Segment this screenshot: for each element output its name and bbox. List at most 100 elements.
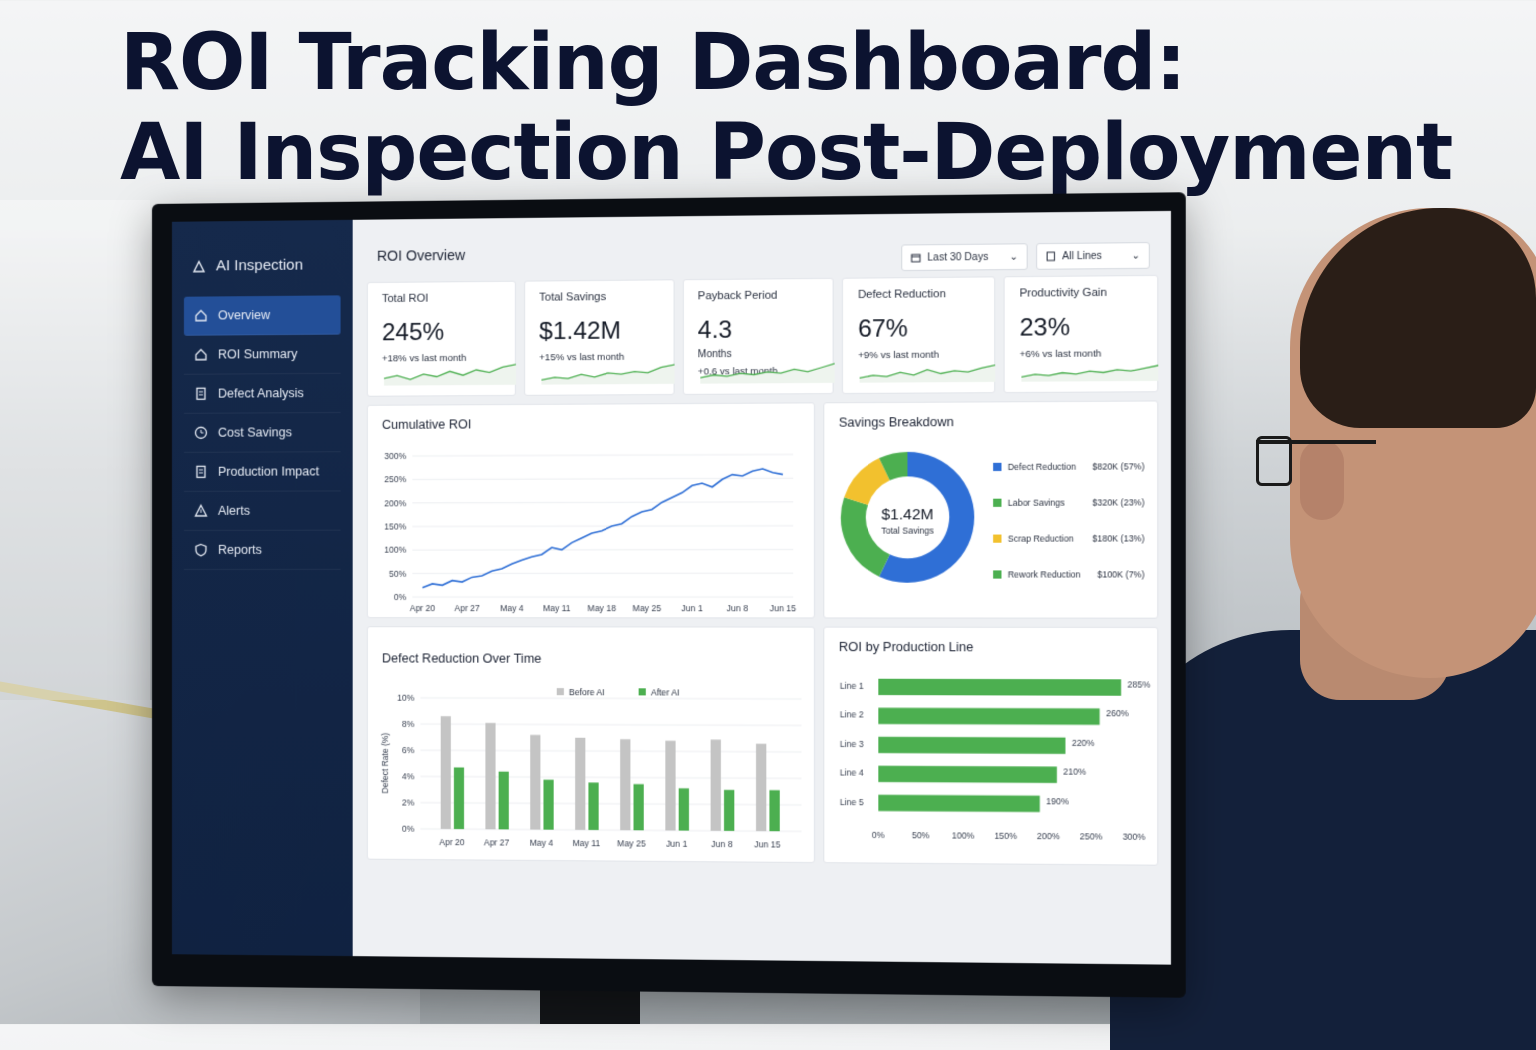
sidebar-item-label: Overview [218,308,270,322]
home-icon [194,348,208,362]
y-tick-label: 4% [402,771,415,781]
y-tick-label: 150% [384,521,406,531]
x-tick-label: May 11 [543,603,571,613]
bar-before-ai[interactable] [756,744,766,831]
bar-before-ai[interactable] [530,735,540,830]
legend-amount: $320K (23%) [1092,497,1144,507]
warning-icon [194,504,208,518]
legend-swatch [557,688,564,695]
legend-swatch [639,688,646,695]
kpi-card-total-savings[interactable]: Total Savings$1.42M+15% vs last month [524,279,674,396]
bar-before-ai[interactable] [665,741,675,831]
sidebar-item-alerts[interactable]: Alerts [184,491,341,531]
data-label: 260% [1106,708,1129,718]
x-tick-label: Apr 20 [439,837,465,847]
kpi-card-payback-period[interactable]: Payback Period4.3Months+0.6 vs last mont… [682,278,834,395]
kpi-card-defect-reduction[interactable]: Defect Reduction67%+9% vs last month [842,276,995,394]
sidebar-item-roi-summary[interactable]: ROI Summary [184,335,341,375]
bar-before-ai[interactable] [620,739,630,830]
bar-after-ai[interactable] [769,790,779,831]
legend-label: After AI [651,687,680,697]
bar-before-ai[interactable] [485,723,495,829]
chart-title: Savings Breakdown [839,415,954,430]
x-tick-label: Apr 27 [484,837,510,847]
kpi-card-total-roi[interactable]: Total ROI245%+18% vs last month [367,281,516,397]
hbar-line-1[interactable] [878,679,1121,696]
pie-slice-labor-savings[interactable] [853,501,884,565]
gridline [420,698,801,699]
gridline [420,829,801,832]
gridline [412,478,793,479]
date-range-dropdown[interactable]: Last 30 Days ⌄ [901,243,1027,271]
roi-by-line-chart: Line 1285%Line 2260%Line 3220%Line 4210%… [824,628,1157,865]
pie-slice-rework-reduction[interactable] [884,464,907,469]
gridline [412,454,793,456]
sidebar-item-cost-savings[interactable]: Cost Savings [184,413,341,453]
cumulative-roi-chart: 0%50%100%150%200%250%300%Apr 20Apr 27May… [368,403,814,617]
bar-before-ai[interactable] [575,738,585,830]
bar-after-ai[interactable] [588,783,598,830]
hbar-line-5[interactable] [878,795,1039,812]
hbar-line-2[interactable] [878,708,1099,725]
kpi-sparkline [1022,354,1159,382]
x-tick-label: May 4 [530,838,554,848]
y-tick-label: 2% [402,797,415,807]
sidebar-item-defect-analysis[interactable]: Defect Analysis [184,374,341,414]
bar-after-ai[interactable] [454,767,464,829]
headline-line-2: AI Inspection Post-Deployment [120,108,1452,198]
y-tick-label: 10% [397,693,415,703]
kpi-value: 4.3 [698,316,819,345]
bar-before-ai[interactable] [441,716,451,829]
brand[interactable]: AI Inspection [172,256,353,275]
gridline [412,502,793,503]
main-content: ROI Overview Last 30 Days ⌄ All Lines ⌄ … [353,211,1171,965]
y-tick-label: 0% [402,824,415,834]
bar-after-ai[interactable] [543,780,553,830]
bar-after-ai[interactable] [724,790,734,831]
bar-after-ai[interactable] [634,784,644,830]
donut-center-value: $1.42M [881,506,933,524]
x-tick-label: May 25 [617,838,646,848]
brand-name: AI Inspection [216,257,303,275]
y-tick-label: Line 4 [840,768,864,778]
donut-center-label: Total Savings [881,525,934,535]
sidebar-item-reports[interactable]: Reports [184,531,341,570]
bar-after-ai[interactable] [499,772,509,830]
sidebar: AI Inspection Overview ROI Summary Defect … [172,220,353,956]
bar-before-ai[interactable] [711,740,721,831]
document-icon [194,465,208,479]
sidebar-item-production-impact[interactable]: Production Impact [184,452,341,492]
gridline [420,776,801,778]
x-tick-label: 100% [952,830,975,840]
x-tick-label: 50% [912,830,930,840]
kpi-label: Payback Period [698,289,819,302]
line-filter-dropdown[interactable]: All Lines ⌄ [1036,242,1150,270]
kpi-value: 245% [382,318,500,347]
x-tick-label: 250% [1080,831,1103,841]
kpi-label: Total ROI [382,292,500,305]
x-tick-label: Jun 8 [711,839,733,849]
sidebar-item-overview[interactable]: Overview [184,295,341,335]
gridline [412,526,793,527]
kpi-sparkline [860,355,996,382]
kpi-value: 23% [1020,313,1143,343]
kpi-card-productivity-gain[interactable]: Productivity Gain23%+6% vs last month [1004,275,1158,393]
legend-label: Labor Savings [1008,497,1065,507]
hbar-line-3[interactable] [878,737,1065,754]
pie-slice-scrap-reduction[interactable] [856,469,884,501]
clock-icon [194,426,208,440]
y-tick-label: Line 3 [840,739,864,749]
x-tick-label: Jun 15 [770,603,797,613]
y-axis-label: Defect Rate (%) [380,733,390,794]
chevron-down-icon: ⌄ [1131,250,1140,261]
data-label: 190% [1046,796,1069,806]
sidebar-item-label: ROI Summary [218,347,297,362]
sidebar-item-label: Production Impact [218,464,319,478]
chart-title: Cumulative ROI [382,417,471,432]
kpi-value: 67% [858,314,980,344]
hbar-line-4[interactable] [878,766,1057,783]
document-icon [194,387,208,401]
person-ear [1300,440,1344,520]
bar-after-ai[interactable] [679,788,689,830]
x-tick-label: Jun 1 [666,839,688,849]
